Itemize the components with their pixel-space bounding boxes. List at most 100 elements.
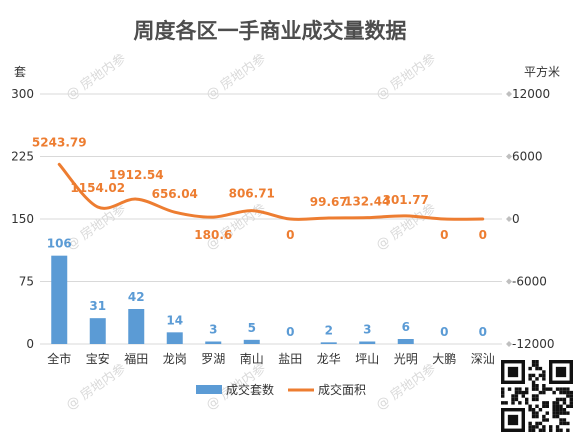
qr-cell: [559, 428, 563, 432]
right-tick-marker: [506, 216, 512, 222]
qr-cell: [531, 425, 536, 429]
qr-finder: [555, 366, 567, 378]
qr-cell: [566, 421, 570, 426]
line-value-label: 0: [440, 228, 448, 242]
line-value-label: 1912.54: [109, 168, 164, 182]
qr-cell: [531, 414, 536, 419]
category-label: 全市: [47, 351, 71, 366]
legend: 成交套数 成交面积: [196, 382, 366, 397]
legend-line-label: 成交面积: [318, 382, 366, 397]
category-label: 深汕: [471, 352, 495, 366]
qr-cell: [542, 387, 546, 391]
right-tick-label: 6000: [512, 150, 543, 164]
qr-finder: [507, 414, 519, 426]
bar: [359, 341, 376, 344]
qr-cell: [535, 421, 539, 426]
qr-cell: [542, 384, 546, 388]
qr-cell: [562, 408, 567, 412]
qr-cell: [525, 401, 529, 405]
qr-cell: [535, 414, 539, 419]
line-value-label: 1154.02: [70, 181, 125, 195]
qr-cell: [535, 411, 539, 415]
bar-data-labels: 106 31 42 14 3 5 0 2 3 6 0 0: [47, 237, 487, 339]
bar: [51, 255, 68, 344]
watermark-text: @ 房地内参: [63, 51, 129, 104]
qr-cell: [535, 397, 539, 402]
qr-cell: [528, 421, 532, 426]
bar-value-label: 0: [479, 325, 487, 339]
qr-cell: [501, 390, 505, 395]
qr-cell: [545, 411, 549, 415]
right-tick-label: 0: [512, 212, 520, 226]
qr-cell: [562, 397, 567, 402]
watermark-text: @ 房地内参: [63, 201, 129, 254]
qr-cell: [514, 387, 519, 391]
bar-value-label: 0: [440, 325, 448, 339]
qr-cell: [559, 408, 563, 412]
category-label: 龙岗: [163, 352, 187, 366]
qr-cell: [542, 373, 546, 378]
qr-code-icon: [501, 360, 573, 432]
right-axis-unit: 平方米: [524, 64, 560, 79]
qr-cell: [542, 414, 546, 419]
qr-cell: [511, 394, 515, 398]
qr-cell: [555, 414, 560, 419]
bar-value-label: 6: [402, 320, 410, 334]
qr-cell: [511, 401, 515, 405]
line-value-label: 806.71: [229, 187, 275, 201]
left-tick-label: 75: [19, 275, 34, 289]
qr-cell: [545, 387, 549, 391]
chart-title: 周度各区一手商业成交量数据: [134, 19, 407, 43]
qr-cell: [542, 425, 546, 429]
qr-cell: [542, 401, 546, 405]
bar-value-label: 106: [47, 237, 72, 251]
line-series: [57, 162, 485, 221]
qr-cell: [542, 404, 546, 408]
qr-cell: [535, 377, 539, 381]
qr-cell: [555, 397, 560, 402]
line-value-label: 180.6: [194, 228, 232, 242]
qr-cell: [569, 394, 573, 398]
qr-cell: [525, 397, 529, 402]
qr-cell: [555, 404, 560, 408]
qr-cell: [555, 387, 560, 391]
bar-value-label: 31: [89, 299, 106, 313]
qr-cell: [538, 373, 543, 378]
right-tick-marker: [506, 341, 512, 347]
qr-cell: [549, 425, 553, 429]
qr-cell: [542, 418, 546, 422]
qr-cell: [531, 380, 536, 384]
qr-cell: [545, 404, 549, 408]
qr-cell: [562, 387, 567, 391]
qr-cell: [555, 411, 560, 415]
qr-cell: [538, 366, 543, 371]
qr-cell: [542, 370, 546, 374]
qr-cell: [531, 408, 536, 412]
watermark-text: @ 房地内参: [373, 51, 439, 104]
qr-cell: [559, 397, 563, 402]
qr-cell: [535, 394, 539, 398]
line-value-label: 132.44: [344, 195, 390, 209]
qr-cell: [501, 387, 505, 391]
left-axis-ticks: 0 75 150 225 300: [11, 87, 34, 351]
line-value-label: 99.67: [310, 195, 348, 209]
qr-cell: [504, 401, 508, 405]
qr-cell: [528, 404, 532, 408]
qr-cell: [569, 401, 573, 405]
qr-cell: [518, 387, 522, 391]
qr-cell: [514, 394, 519, 398]
qr-cell: [545, 401, 549, 405]
qr-cell: [562, 390, 567, 395]
qr-cell: [518, 390, 522, 395]
qr-cell: [549, 387, 553, 391]
qr-cell: [535, 360, 539, 364]
watermark-text: @ 房地内参: [373, 361, 439, 414]
bar: [397, 339, 414, 344]
qr-cell: [531, 360, 536, 364]
qr-cell: [528, 428, 532, 432]
qr-cell: [525, 387, 529, 391]
qr-cell: [549, 428, 553, 432]
qr-cell: [569, 404, 573, 408]
qr-cell: [531, 428, 536, 432]
category-label: 大鹏: [432, 352, 456, 366]
